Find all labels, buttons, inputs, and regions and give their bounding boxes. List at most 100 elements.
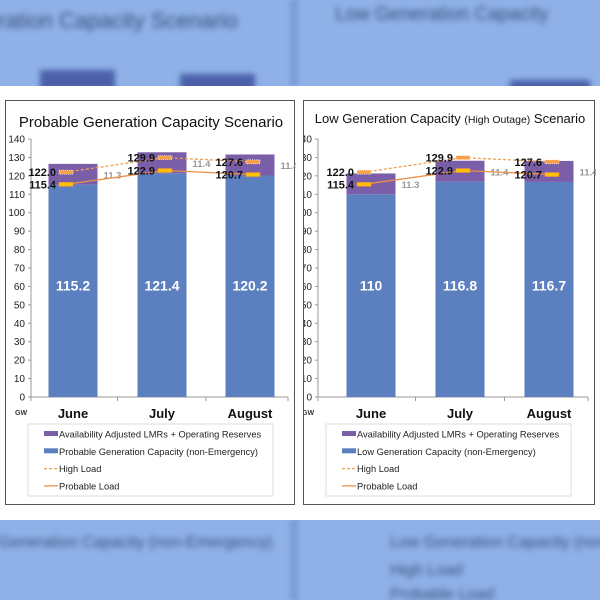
high-load-marker <box>356 169 372 175</box>
y-tick-label: 100 <box>304 208 312 219</box>
bar-value-label: 110 <box>360 277 383 293</box>
bar-generation-capacity <box>137 173 187 397</box>
x-category-label: July <box>447 406 474 421</box>
y-tick-label: 70 <box>14 264 26 275</box>
legend-label: Availability Adjusted LMRs + Operating R… <box>59 430 261 440</box>
legend-swatch <box>342 448 356 454</box>
high-load-label: 129.9 <box>425 153 453 165</box>
blurred-bar <box>180 74 255 86</box>
y-tick-label: 130 <box>304 153 312 164</box>
blurred-title-right-text: Low Generation Capacity <box>335 4 549 25</box>
bar-value-label: 116.8 <box>443 277 477 293</box>
x-category-label: July <box>149 406 176 421</box>
y-tick-label: 80 <box>304 245 312 256</box>
y-tick-label: 60 <box>14 282 26 293</box>
probable-load-label: 122.9 <box>425 166 453 178</box>
y-tick-label: 120 <box>304 171 312 182</box>
high-load-label: 127.6 <box>215 157 243 169</box>
legend-label: Probable Load <box>357 481 417 491</box>
high-load-marker <box>455 155 471 160</box>
bar-generation-capacity <box>346 194 396 397</box>
y-tick-label: 110 <box>304 190 312 201</box>
bar-value-label: 120.2 <box>232 277 267 293</box>
reserve-value-label: 11.4 <box>193 159 212 170</box>
blurred-legend-left: Probable Generation Capacity (non-Emerge… <box>0 534 273 551</box>
legend-label: Low Generation Capacity (non-Emergency) <box>357 447 536 457</box>
x-category-label: June <box>58 406 88 421</box>
y-tick-label: 20 <box>304 356 312 367</box>
y-tick-label: 10 <box>304 374 312 385</box>
blurred-bar <box>510 80 590 86</box>
blurred-title-left: Probable Generation Capacity Scenario <box>0 8 238 33</box>
probable-load-marker <box>544 172 560 177</box>
probable-load-label: 115.4 <box>327 179 355 191</box>
bar-generation-capacity <box>524 181 574 397</box>
high-load-marker <box>544 159 560 165</box>
high-load-label: 127.6 <box>514 157 542 169</box>
y-tick-label: 20 <box>14 356 26 367</box>
bar-value-label: 115.2 <box>56 277 90 293</box>
legend-swatch <box>44 448 58 454</box>
blurred-legend-right-probable: Probable Load <box>390 586 495 600</box>
legend-label: High Load <box>357 464 399 474</box>
blurred-bar <box>40 70 115 86</box>
reserve-value-label: 11.4 <box>281 161 297 172</box>
bar-lmr-reserves <box>524 160 574 182</box>
probable-generation-chart: Probable Generation Capacity Scenario 0 10… <box>5 100 297 505</box>
y-tick-label: 120 <box>8 171 25 182</box>
bar-lmr-reserves <box>225 154 275 176</box>
y-unit-label: GW <box>304 410 314 417</box>
y-tick-label: 50 <box>14 300 26 311</box>
x-category-label: August <box>527 406 572 421</box>
high-load-marker <box>157 155 173 160</box>
x-category-label: June <box>356 406 386 421</box>
high-load-label: 129.9 <box>127 153 155 165</box>
y-tick-label: 70 <box>304 264 312 275</box>
y-tick-label: 90 <box>304 227 312 238</box>
legend-box <box>325 423 572 497</box>
probable-load-marker <box>58 182 74 187</box>
probable-load-label: 122.9 <box>127 166 155 178</box>
bar-generation-capacity <box>435 181 485 397</box>
legend-box <box>27 423 274 497</box>
y-tick-label: 100 <box>8 208 25 219</box>
y-tick-label: 130 <box>8 153 25 164</box>
bar-value-label: 116.7 <box>532 277 566 293</box>
blurred-legend-right: Low Generation Capacity (non-Emergency) <box>390 534 600 551</box>
high-load-label: 122.0 <box>28 167 56 179</box>
legend-label: Probable Load <box>59 481 119 491</box>
low-generation-chart: Low Generation Capacity (High Outage) Sc… <box>303 100 597 505</box>
blurred-title-right: Low Generation Capacity <box>335 4 548 26</box>
y-unit-label: GW <box>15 410 27 417</box>
legend-label: High Load <box>59 464 101 474</box>
legend-label: Availability Adjusted LMRs + Operating R… <box>357 430 559 440</box>
y-tick-label: 140 <box>304 135 312 146</box>
y-tick-label: 80 <box>14 245 26 256</box>
blurred-legend-right-high: High Load <box>390 562 463 579</box>
y-tick-label: 40 <box>304 319 312 330</box>
y-tick-label: 0 <box>19 393 25 404</box>
reserve-value-label: 11.3 <box>104 170 122 181</box>
y-tick-label: 0 <box>306 393 312 404</box>
y-tick-label: 90 <box>14 227 26 238</box>
blurred-divider <box>290 0 298 86</box>
legend-swatch <box>342 431 356 436</box>
y-tick-label: 50 <box>304 300 312 311</box>
y-tick-label: 110 <box>9 190 25 201</box>
blurred-background-bottom: Probable Generation Capacity (non-Emerge… <box>0 520 600 600</box>
legend-label: Probable Generation Capacity (non-Emerge… <box>59 447 258 457</box>
bar-generation-capacity <box>225 175 275 397</box>
y-tick-label: 10 <box>14 374 26 385</box>
bar-value-label: 121.4 <box>144 277 179 293</box>
reserve-value-label: 11.4 <box>580 167 597 178</box>
y-tick-label: 60 <box>304 282 312 293</box>
high-load-label: 122.0 <box>326 167 354 179</box>
high-load-marker <box>245 159 261 165</box>
high-load-marker <box>58 169 74 175</box>
y-tick-label: 40 <box>14 319 26 330</box>
x-category-label: August <box>228 406 273 421</box>
bar-lmr-reserves <box>137 152 187 174</box>
reserve-value-label: 11.3 <box>402 180 420 191</box>
y-tick-label: 140 <box>8 135 25 146</box>
chart-svg: Low Generation Capacity (High Outage) Sc… <box>304 111 597 497</box>
